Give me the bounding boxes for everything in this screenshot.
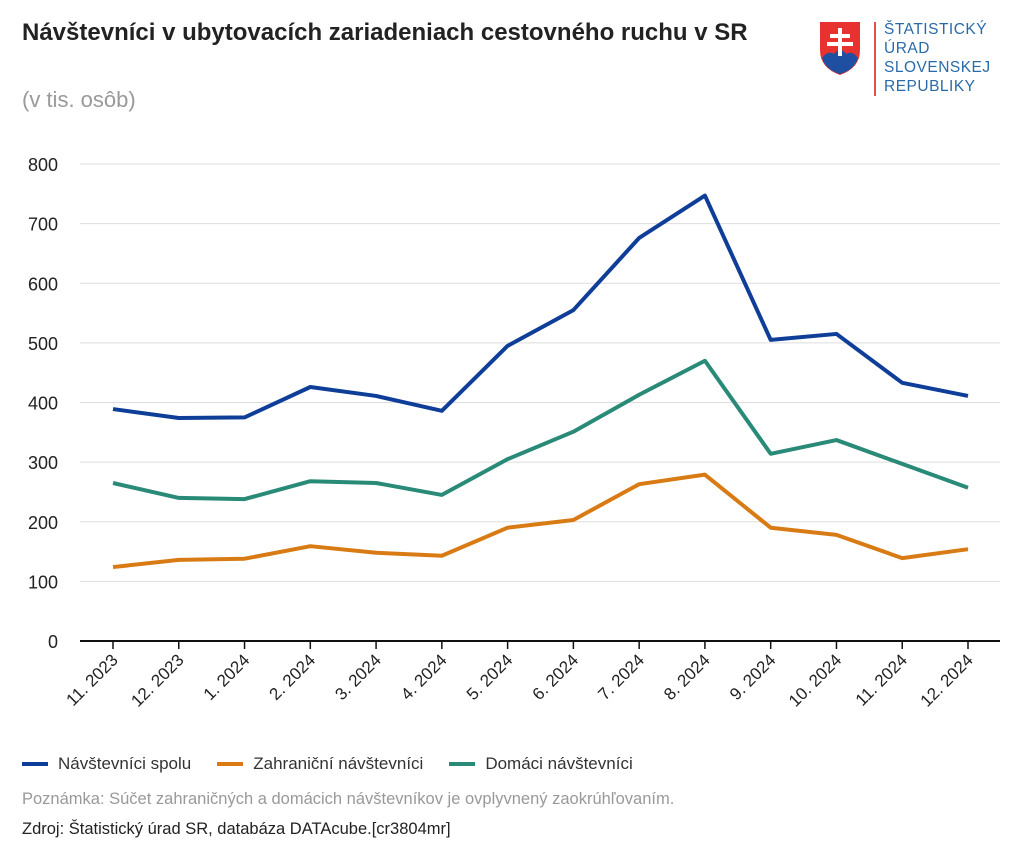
source-note: Zdroj: Štatistický úrad SR, databáza DAT… bbox=[22, 820, 451, 838]
x-tick-label: 3. 2024 bbox=[331, 650, 385, 704]
series-line-1 bbox=[112, 472, 969, 570]
y-tick-label: 300 bbox=[28, 453, 58, 473]
legend-item-domestic: Domáci návštevníci bbox=[449, 754, 633, 774]
logo-line: SLOVENSKEJ bbox=[884, 59, 991, 76]
footnote: Poznámka: Súčet zahraničných a domácich … bbox=[22, 790, 675, 808]
x-tick-label: 11. 2023 bbox=[62, 650, 121, 709]
legend-item-total: Návštevníci spolu bbox=[22, 754, 191, 774]
y-tick-label: 100 bbox=[28, 572, 58, 592]
x-tick-label: 10. 2024 bbox=[785, 650, 845, 710]
legend-swatch bbox=[217, 762, 244, 766]
y-tick-label: 400 bbox=[28, 394, 58, 414]
x-tick-label: 2. 2024 bbox=[266, 650, 320, 704]
y-tick-label: 500 bbox=[28, 334, 58, 354]
logo-line: ÚRAD bbox=[884, 40, 930, 57]
legend: Návštevníci spolu Zahraniční návštevníci… bbox=[22, 754, 633, 774]
logo-divider bbox=[874, 22, 876, 96]
legend-swatch bbox=[22, 762, 48, 766]
coat-of-arms-icon bbox=[820, 22, 860, 75]
legend-label: Návštevníci spolu bbox=[58, 754, 192, 773]
legend-item-foreign: Zahraniční návštevníci bbox=[217, 754, 423, 774]
y-tick-label: 200 bbox=[28, 513, 58, 533]
x-tick-label: 11. 2024 bbox=[852, 650, 911, 709]
chart-title: Návštevníci v ubytovacích zariadeniach c… bbox=[22, 19, 748, 46]
x-tick-label: 1. 2024 bbox=[200, 650, 254, 704]
y-tick-label: 800 bbox=[28, 155, 58, 175]
series-line-2 bbox=[112, 358, 969, 502]
legend-label: Domáci návštevníci bbox=[485, 754, 633, 773]
logo-line: ŠTATISTICKÝ bbox=[884, 21, 988, 38]
legend-label: Zahraniční návštevníci bbox=[253, 754, 424, 773]
x-tick-label: 8. 2024 bbox=[660, 650, 714, 704]
y-tick-label: 700 bbox=[28, 215, 58, 235]
chart-subtitle: (v tis. osôb) bbox=[22, 87, 136, 112]
x-tick-label: 12. 2023 bbox=[127, 650, 187, 710]
legend-swatch bbox=[449, 762, 476, 766]
x-tick-label: 6. 2024 bbox=[529, 650, 583, 704]
x-tick-label: 5. 2024 bbox=[463, 650, 517, 704]
x-tick-label: 4. 2024 bbox=[397, 650, 451, 704]
susr-logo: ŠTATISTICKÝ ÚRAD SLOVENSKEJ REPUBLIKY bbox=[818, 20, 1018, 100]
y-tick-label: 0 bbox=[48, 632, 58, 652]
series-line-0 bbox=[112, 193, 969, 421]
logo-line: REPUBLIKY bbox=[884, 78, 976, 95]
x-tick-label: 9. 2024 bbox=[726, 650, 780, 704]
y-tick-label: 600 bbox=[28, 274, 58, 294]
x-tick-label: 12. 2024 bbox=[917, 650, 977, 710]
x-tick-label: 7. 2024 bbox=[594, 650, 648, 704]
